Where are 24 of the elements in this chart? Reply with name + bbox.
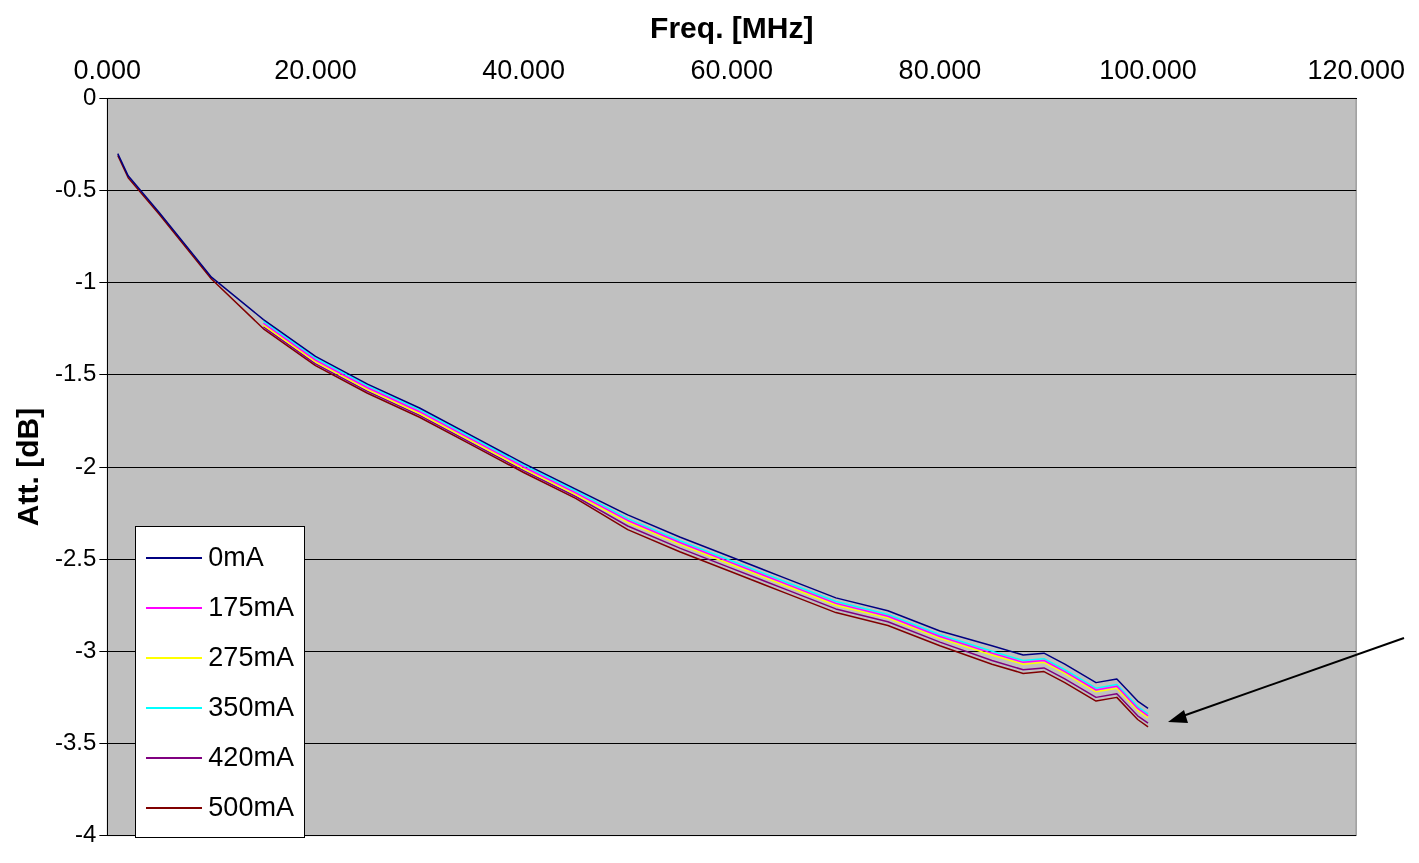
x-axis-title: Freq. [MHz] [650,11,814,45]
y-tick-label: -0.5 [55,175,97,203]
x-tick-label: 40.000 [482,54,565,85]
y-tick-label: -2 [75,451,97,479]
x-tick-label: 60.000 [690,54,774,85]
legend-label: 500mA [208,792,294,824]
legend-label: 350mA [208,692,294,724]
x-tick-label: 120.000 [1307,54,1406,85]
y-axis-title: Att. [dB] [11,407,45,527]
y-tick-label: -4 [75,820,97,848]
legend-label: 0mA [208,542,264,574]
x-tick-label: 0.000 [73,54,142,85]
x-tick-label: 100.000 [1099,54,1197,85]
y-tick-label: -1.5 [55,359,97,387]
y-tick-label: -3.5 [55,728,97,756]
y-tick-label: 0 [83,83,97,111]
x-tick-label: 20.000 [274,54,357,85]
y-tick-label: -2.5 [55,543,97,571]
x-tick-label: 80.000 [898,54,982,85]
y-tick-label: -3 [75,635,97,663]
y-tick-label: -1 [75,267,97,295]
legend-label: 275mA [208,642,294,674]
legend-label: 420mA [208,742,294,774]
legend-label: 175mA [208,592,294,624]
